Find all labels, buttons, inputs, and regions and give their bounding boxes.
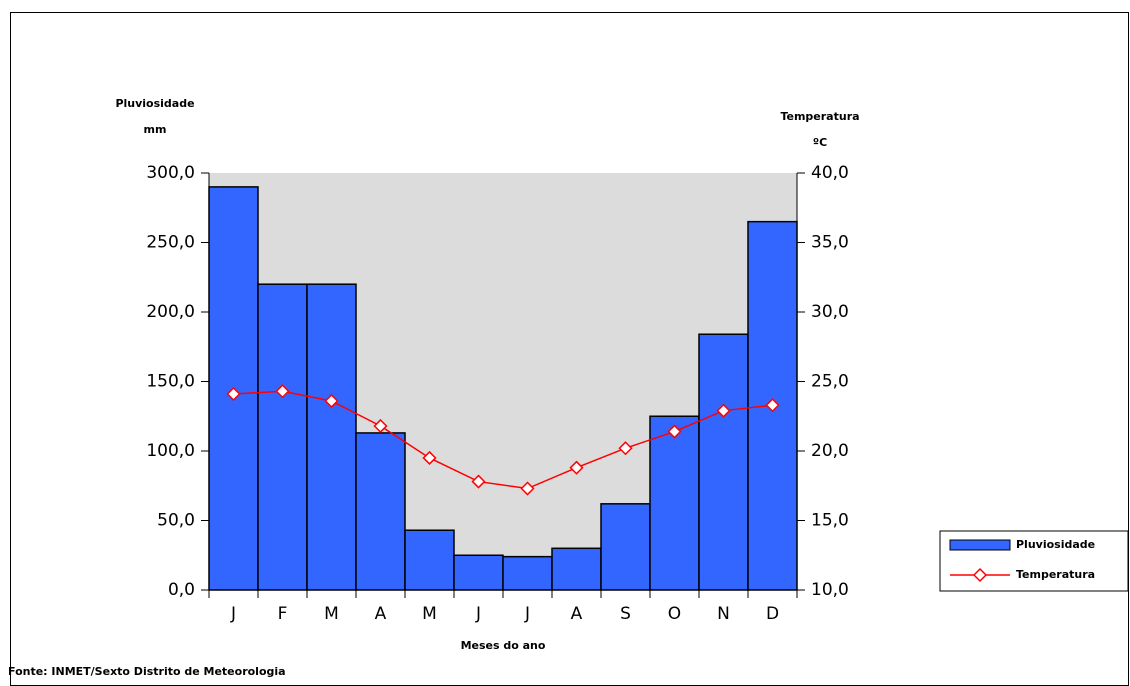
bar [453, 554, 504, 591]
y2-axis-label: Temperatura [780, 110, 859, 123]
y-tick-label: 200,0 [146, 302, 195, 322]
y-tick-label: 250,0 [146, 233, 195, 253]
x-tick-label: J [230, 604, 236, 624]
marker [275, 384, 290, 399]
x-tick-label: J [475, 604, 481, 624]
line [233, 390, 773, 490]
x-tick-label: N [717, 604, 730, 624]
bar [306, 283, 357, 591]
x-tick-label: A [571, 604, 583, 624]
y2-tick-label: 25,0 [811, 372, 849, 392]
x-tick-label: J [524, 604, 530, 624]
marker [667, 424, 682, 439]
legend-swatch [949, 539, 1011, 551]
x-tick-label: D [766, 604, 779, 624]
legend-label: Pluviosidade [1016, 538, 1095, 551]
x-tick-label: F [278, 604, 288, 624]
bar [404, 529, 455, 591]
y-tick-label: 150,0 [146, 372, 195, 392]
y-tick-label: 50,0 [157, 511, 195, 531]
y-axis-label: Pluviosidade [115, 97, 194, 110]
marker [765, 398, 780, 413]
y2-tick-label: 20,0 [811, 441, 849, 461]
marker [226, 386, 241, 402]
bar [698, 333, 749, 591]
y-tick-label: 300,0 [146, 163, 195, 183]
marker [618, 441, 633, 456]
x-tick-label: A [375, 604, 387, 624]
marker [324, 393, 339, 409]
x-axis-label: Meses do ano [461, 639, 546, 652]
y-tick-label: 0,0 [168, 580, 195, 600]
bar [355, 432, 406, 591]
bar [649, 415, 700, 591]
bar [257, 283, 308, 591]
bar [600, 503, 651, 591]
y2-tick-label: 15,0 [811, 511, 849, 531]
marker [422, 450, 437, 466]
bar [551, 547, 602, 591]
y2-axis-label: ºC [813, 136, 827, 149]
x-tick-label: M [422, 604, 437, 624]
marker [373, 418, 388, 434]
y2-tick-label: 35,0 [811, 233, 849, 253]
y2-tick-label: 10,0 [811, 580, 849, 600]
source: Fonte: INMET/Sexto Distrito de Meteorolo… [8, 665, 286, 678]
marker [569, 460, 584, 475]
y2-tick-label: 30,0 [811, 302, 849, 322]
legend-label: Temperatura [1016, 568, 1095, 581]
x-tick-label: O [668, 604, 681, 624]
marker [520, 481, 535, 496]
y2-tick-label: 40,0 [811, 163, 849, 183]
y-axis-label: mm [144, 123, 167, 136]
marker [471, 474, 486, 489]
marker [716, 403, 731, 418]
x-tick-label: M [324, 604, 339, 624]
x-tick-label: S [620, 604, 631, 624]
y-tick-label: 100,0 [146, 441, 195, 461]
legend-marker [972, 567, 988, 583]
bar [502, 555, 553, 591]
